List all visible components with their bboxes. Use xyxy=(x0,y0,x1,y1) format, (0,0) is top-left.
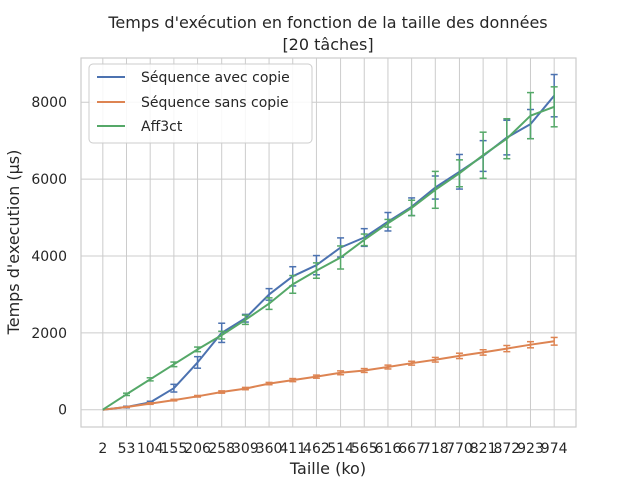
legend-box xyxy=(88,63,313,144)
legend-label-2: Séquence sans copie xyxy=(141,95,289,111)
x-tick-label: 718 xyxy=(422,441,449,457)
chart-title: Temps d'exécution en fonction de la tail… xyxy=(107,13,547,32)
x-tick-label: 258 xyxy=(208,441,235,457)
x-tick-label: 309 xyxy=(232,441,259,457)
x-tick-label: 360 xyxy=(256,441,283,457)
x-tick-label: 104 xyxy=(137,441,164,457)
series-layer xyxy=(102,73,558,411)
x-tick-label: 462 xyxy=(303,441,330,457)
legend-label-3: Aff3ct xyxy=(141,119,183,135)
series-line xyxy=(102,105,555,411)
y-axis-label: Temps d'execution (µs) xyxy=(4,150,23,336)
chart-subtitle: [20 tâches] xyxy=(282,35,373,54)
x-tick-label: 565 xyxy=(351,441,378,457)
x-tick-labels: 2 53 1041552062583093604114625145656166677… xyxy=(98,441,567,457)
plot-frame xyxy=(80,57,577,428)
y-tick-label: 4000 xyxy=(31,249,67,265)
x-tick-label: 616 xyxy=(375,441,402,457)
x-tick-label: 821 xyxy=(470,441,497,457)
x-tick-label: 667 xyxy=(398,441,425,457)
legend: Séquence avec copie Séquence sans copie … xyxy=(88,63,313,144)
y-tick-label: 6000 xyxy=(31,172,67,188)
x-tick-label: 974 xyxy=(541,441,568,457)
y-tick-labels: 0 2000 4000 6000 8000 xyxy=(31,95,67,419)
x-axis-label: Taille (ko) xyxy=(289,459,366,478)
x-tick-label: 53 xyxy=(118,441,136,457)
y-tick-label: 8000 xyxy=(31,95,67,111)
x-tick-label: 872 xyxy=(493,441,520,457)
x-tick-label: 411 xyxy=(279,441,306,457)
x-tick-label: 514 xyxy=(327,441,354,457)
x-tick-label: 770 xyxy=(446,441,473,457)
x-tick-label: 206 xyxy=(184,441,211,457)
x-tick-label: 2 xyxy=(98,441,107,457)
x-tick-label: 155 xyxy=(161,441,188,457)
series-line xyxy=(102,340,555,411)
legend-label-1: Séquence avec copie xyxy=(141,70,290,86)
series-3 xyxy=(102,86,558,411)
series-2 xyxy=(102,336,558,411)
y-tick-label: 2000 xyxy=(31,326,67,342)
x-tick-label: 923 xyxy=(517,441,544,457)
y-tick-label: 0 xyxy=(58,403,67,419)
